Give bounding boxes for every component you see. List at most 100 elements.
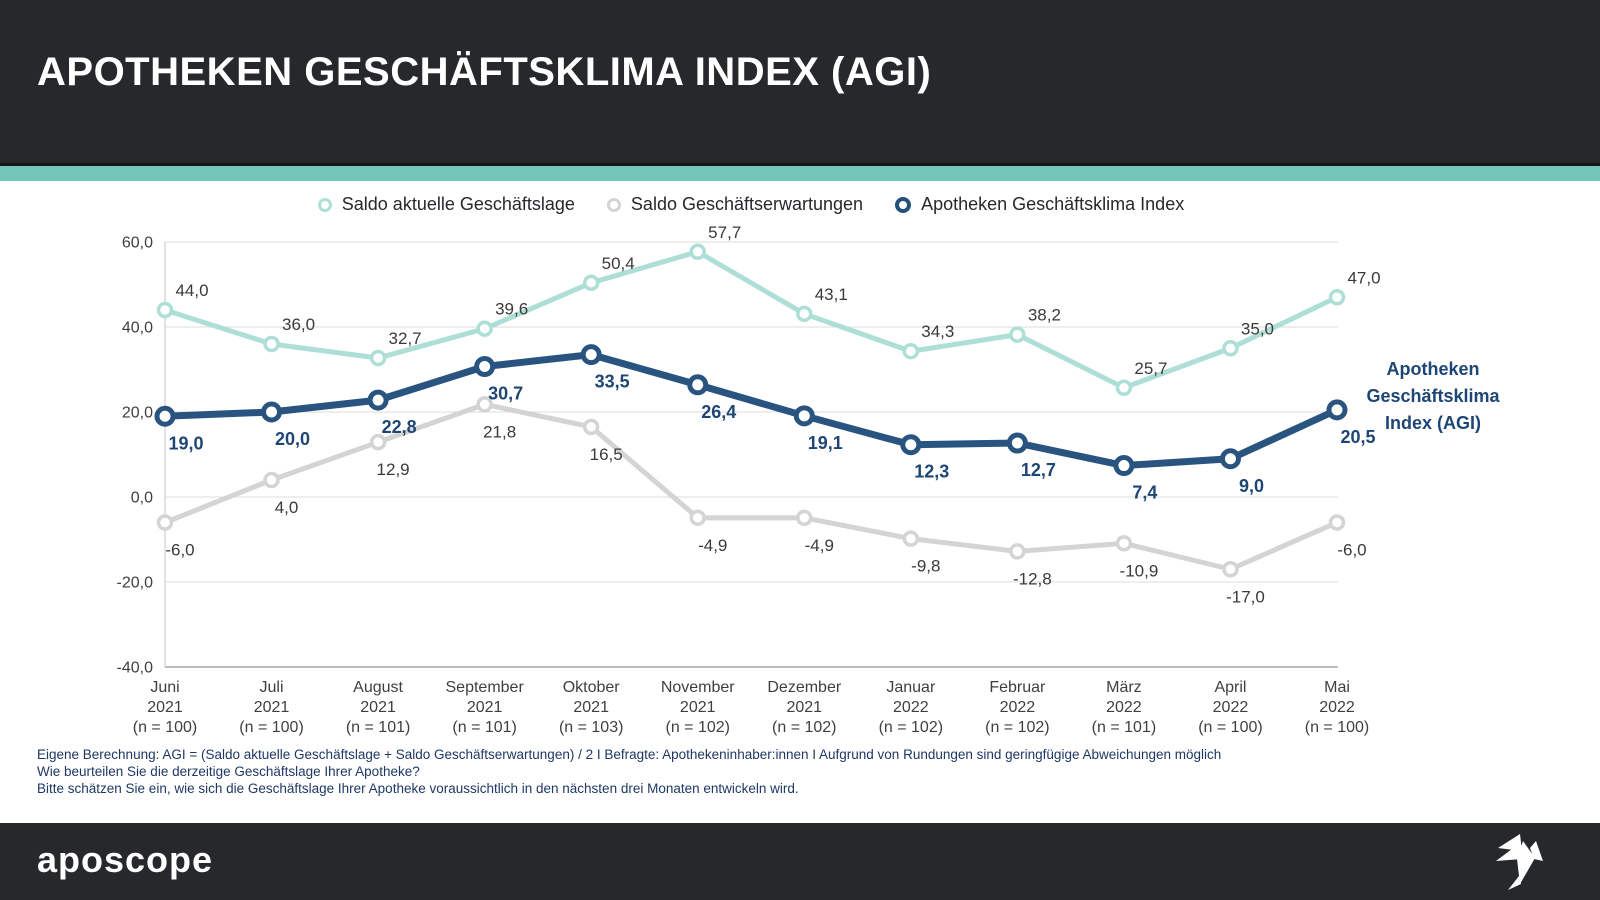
legend-marker-icon [895,196,912,213]
data-label: 33,5 [595,372,630,392]
data-point [582,274,600,292]
data-point [156,301,174,319]
legend-item: Saldo Geschäftserwartungen [606,194,864,215]
legend-marker-icon [317,197,332,212]
series-line [164,401,1339,572]
data-point [1328,289,1346,306]
data-label: 19,1 [808,433,843,453]
data-point [902,342,920,360]
data-point [1006,432,1028,454]
data-label: -17,0 [1226,587,1265,606]
x-tick-label: 2022 [1213,699,1249,716]
page-title: APOTHEKEN GESCHÄFTSKLIMA INDEX (AGI) [37,50,932,94]
data-label: -6,0 [1337,541,1366,560]
data-point [687,374,709,396]
y-tick-label: 60,0 [122,235,153,252]
x-tick-label: 2021 [680,699,716,716]
x-tick-label: November [661,679,735,696]
y-tick-label: -20,0 [117,575,154,592]
data-point [1328,514,1346,531]
data-label: 19,0 [168,433,203,453]
x-tick-label: (n = 101) [1092,719,1156,736]
x-tick-label: Juli [260,679,284,696]
data-point [263,471,280,489]
series-2: -6,0 4,0 12,9 21,8 16,5 -4,9 -4,9 -9,8 -12,8 -10,… [156,396,1367,606]
legend: Saldo aktuelle Geschäftslage Saldo Geschä… [165,194,1337,215]
x-tick-label: (n = 101) [346,719,410,736]
footnote-line: Eigene Berechnung: AGI = (Saldo aktuelle… [37,747,1222,762]
data-point [261,401,283,423]
data-label: 57,7 [708,223,741,242]
data-point [1222,340,1239,357]
legend-item: Apotheken Geschäftsklima Index [895,194,1184,215]
data-label: 21,8 [483,422,516,441]
footnotes: Eigene Berechnung: AGI = (Saldo aktuelle… [37,746,1221,797]
x-tick-label: 2021 [147,699,183,716]
series-line [164,351,1339,470]
data-point [582,418,600,436]
data-point [367,389,389,411]
legend-label: Saldo Geschäftserwartungen [630,194,864,214]
data-point [1009,543,1026,560]
x-tick-label: Mai [1324,679,1350,696]
x-tick-label: (n = 101) [452,719,516,736]
series-annotation: Apotheken Geschäftsklima Index (AGI) [1348,356,1518,437]
x-tick-label: (n = 102) [665,719,729,736]
legend-label: Apotheken Geschäftsklima Index [921,194,1185,214]
header-bar: APOTHEKEN GESCHÄFTSKLIMA INDEX (AGI) [0,0,1600,163]
data-point [474,356,496,378]
data-label: 12,7 [1021,460,1056,480]
data-label: 34,3 [921,322,954,341]
data-label: 7,4 [1132,483,1157,503]
data-label: 44,0 [175,281,208,300]
footnote-line: Bitte schätzen Sie ein, wie sich die Ges… [37,781,799,796]
x-tick-label: 2022 [1319,699,1355,716]
x-tick-label: 2022 [1000,699,1036,716]
data-point [369,433,387,451]
data-point [793,405,815,427]
x-tick-label: (n = 102) [879,719,943,736]
data-label: -9,8 [911,557,940,576]
data-point [689,243,706,261]
x-tick-label: 2021 [467,699,503,716]
x-tick-label: (n = 103) [559,719,623,736]
data-point [796,305,813,323]
legend-marker-icon [606,197,621,212]
data-point [900,434,922,456]
series-1: 44,0 36,0 32,7 39,6 50,4 57,7 43,1 34,3 38,2 25,7… [156,223,1381,397]
data-label: -10,9 [1120,561,1159,580]
data-point [1115,379,1133,397]
data-label: 25,7 [1134,359,1167,378]
x-tick-label: Januar [886,679,936,696]
data-label: 12,9 [377,460,410,479]
data-label: 47,0 [1347,268,1380,287]
x-tick-label: 2022 [1106,699,1142,716]
data-label: 38,2 [1028,306,1061,325]
data-label: 43,1 [815,285,848,304]
data-point [689,509,706,527]
data-point [1219,448,1241,470]
series-annotation-line: Apotheken [1386,359,1480,379]
data-label: 20,5 [1340,427,1375,447]
x-tick-label: (n = 100) [1198,719,1262,736]
x-tick-label: 2021 [254,699,290,716]
data-point [580,344,602,366]
x-tick-label: (n = 102) [772,719,836,736]
x-tick-label: 2021 [786,699,822,716]
data-point [902,530,920,547]
data-label: 4,0 [275,498,299,517]
x-tick-label: März [1106,679,1142,696]
data-point [1009,326,1026,343]
x-tick-label: April [1214,679,1246,696]
data-label: 50,4 [602,254,635,273]
data-label: 16,5 [590,445,623,464]
x-tick-label: (n = 100) [133,719,197,736]
data-point [1115,535,1133,552]
data-point [156,514,174,531]
data-point [1222,561,1239,578]
footer-bar: aposcope [0,823,1600,900]
y-tick-label: -40,0 [117,660,154,677]
data-point [369,349,387,367]
y-tick-label: 0,0 [131,490,153,507]
